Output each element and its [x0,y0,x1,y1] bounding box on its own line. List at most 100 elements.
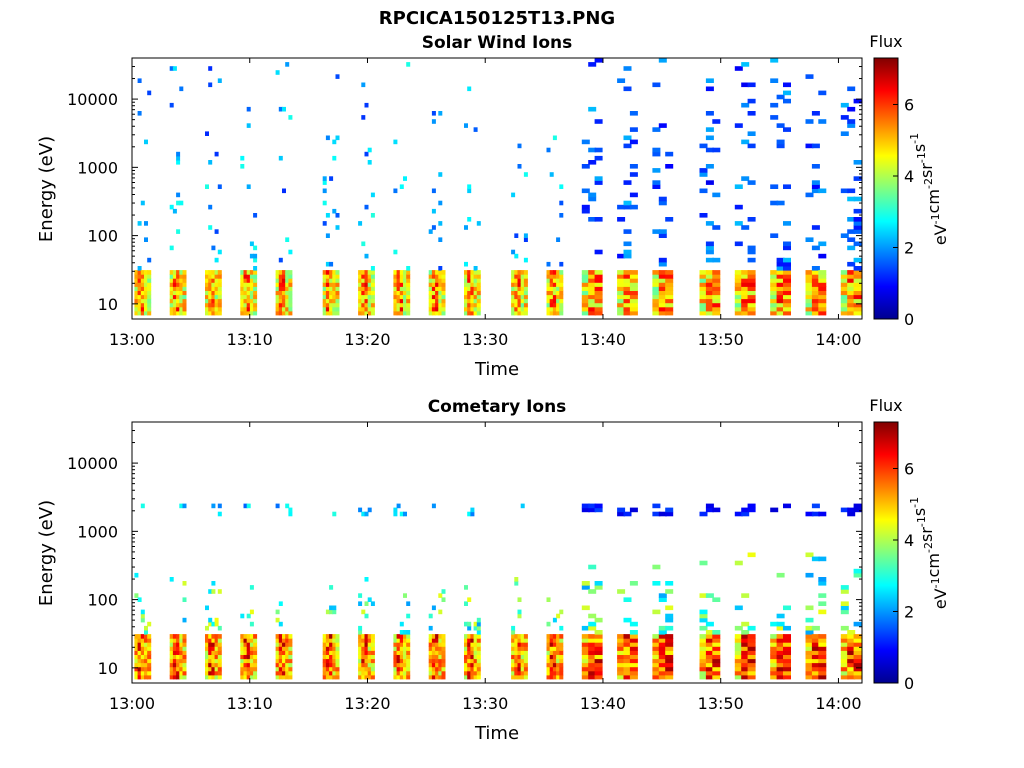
heatmap-cell [205,310,209,316]
heatmap-cell [741,638,750,643]
heatmap-cell [364,102,369,108]
heatmap-cell [811,164,820,169]
heatmap-cell [246,184,251,189]
heatmap-cell [588,196,597,202]
heatmap-cell [438,658,443,664]
heatmap-cell [144,274,148,279]
heatmap-cell [712,310,721,316]
heatmap-cell [665,306,674,312]
heatmap-cell [665,294,674,300]
heatmap-cell [511,662,516,668]
heatmap-cell [278,670,283,676]
heatmap-cell [253,646,258,651]
heatmap-cell [847,298,856,304]
heatmap-cell [546,294,551,300]
heatmap-cell [246,650,251,655]
heatmap-cell [246,646,251,651]
heatmap-cell [517,278,522,283]
heatmap-cell [520,634,525,639]
heatmap-cell [214,642,219,647]
heatmap-cell [747,658,756,664]
heatmap-cell [147,90,152,96]
heatmap-cell [285,270,290,275]
heatmap-cell [278,274,283,279]
heatmap-cell [783,98,791,104]
heatmap-cell [240,298,245,304]
heatmap-cell [783,221,791,226]
heatmap-cell [776,94,785,100]
heatmap-cell [741,290,750,296]
heatmap-cell [182,282,187,287]
heatmap-cell [217,270,222,275]
heatmap-cell [285,638,290,643]
heatmap-cell [406,650,411,655]
heatmap-cell [364,674,369,680]
heatmap-cell [322,278,327,283]
heatmap-cell [818,511,827,517]
heatmap-cell [278,666,283,672]
heatmap-cell [811,670,820,676]
heatmap-cell [770,282,779,287]
heatmap-cell [853,160,862,165]
heatmap-cell [367,658,372,664]
heatmap-cell [325,666,330,672]
heatmap-cell [581,164,590,169]
heatmap-cell [467,638,472,643]
heatmap-cell [705,78,714,83]
heatmap-cell [399,282,404,287]
heatmap-cell [747,662,756,668]
heatmap-cell [511,642,516,647]
heatmap-cell [214,290,219,296]
heatmap-cell [169,282,174,287]
heatmap-cell [712,634,721,639]
heatmap-cell [629,310,638,316]
heatmap-cell [734,298,743,304]
heatmap-cell [847,306,856,312]
heatmap-cell [441,310,446,316]
heatmap-cell [520,674,525,680]
heatmap-cell [182,634,187,639]
heatmap-cell [594,638,603,643]
heatmap-cell [473,294,478,300]
heatmap-cell [511,630,516,635]
heatmap-cell [652,184,661,189]
heatmap-cell [464,306,468,312]
heatmap-cell [329,658,334,664]
heatmap-cell [699,306,708,312]
heatmap-cell [811,625,820,631]
heatmap-cell [476,282,481,287]
heatmap-cell [734,642,743,647]
heatmap-cell [282,188,286,194]
heatmap-cell [214,294,219,300]
heatmap-cell [399,658,404,664]
heatmap-cell [396,666,401,672]
heatmap-cell [329,282,334,287]
heatmap-cell [435,310,440,316]
heatmap-cell [393,306,398,312]
heatmap-cell [322,302,327,308]
heatmap-cell [734,290,743,296]
heatmap-cell [658,650,667,655]
x-tick-label: 13:00 [109,694,155,713]
heatmap-cell [652,638,661,643]
heatmap-cell [137,290,142,296]
heatmap-cell [249,286,254,291]
heatmap-cell [358,634,363,639]
heatmap-cell [783,666,791,672]
heatmap-cell [623,294,632,300]
heatmap-cell [594,286,603,291]
heatmap-cell [182,278,187,283]
heatmap-cell [840,585,849,590]
heatmap-cell [776,139,785,145]
heatmap-cell [770,634,779,639]
heatmap-cell [747,290,756,296]
heatmap-cell [176,278,181,283]
heatmap-cell [617,278,626,283]
heatmap-cell [476,638,481,643]
heatmap-cell [358,630,363,635]
heatmap-cell [406,662,411,668]
heatmap-cell [665,662,674,668]
heatmap-cell [211,662,216,668]
heatmap-cell [811,642,820,647]
heatmap-cell [776,200,785,206]
